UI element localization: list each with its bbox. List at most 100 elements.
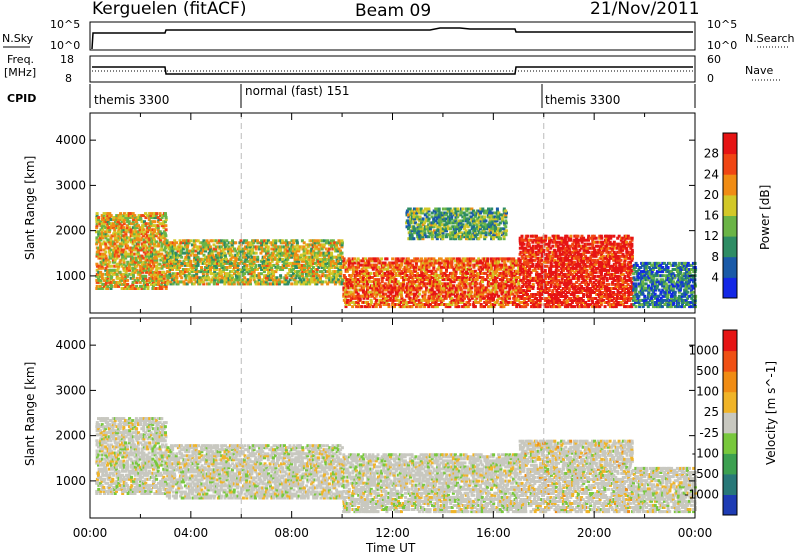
power-echo-cell bbox=[327, 280, 331, 284]
power-echo-cell bbox=[361, 290, 365, 294]
power-echo-cell bbox=[473, 286, 477, 290]
power-echo-cell bbox=[202, 249, 205, 253]
power-echo-cell bbox=[98, 284, 102, 288]
power-echo-cell bbox=[353, 257, 357, 261]
power-echo-cell bbox=[364, 280, 368, 284]
power-echo-cell bbox=[382, 265, 386, 269]
power-echo-cell bbox=[149, 214, 153, 218]
power-echo-cell bbox=[522, 252, 526, 256]
power-echo-cell bbox=[409, 259, 413, 263]
power-echo-cell bbox=[164, 242, 168, 246]
power-echo-cell bbox=[270, 255, 274, 259]
power-echo-cell bbox=[407, 267, 411, 271]
power-echo-cell bbox=[98, 274, 102, 278]
power-echo-cell bbox=[121, 256, 125, 260]
power-echo-cell bbox=[431, 280, 435, 284]
power-echo-cell bbox=[445, 211, 449, 215]
power-echo-cell bbox=[491, 261, 495, 265]
power-echo-cell bbox=[342, 274, 346, 277]
power-echo-cell bbox=[291, 263, 295, 267]
power-echo-cell bbox=[186, 270, 190, 274]
power-echo-cell bbox=[428, 229, 432, 233]
power-echo-cell bbox=[412, 269, 416, 273]
power-echo-cell bbox=[381, 261, 385, 265]
power-echo-cell bbox=[119, 272, 123, 276]
power-echo-cell bbox=[158, 287, 162, 290]
power-echo-cell bbox=[349, 276, 353, 279]
power-echo-cell bbox=[522, 272, 526, 276]
power-echo-cell bbox=[158, 284, 162, 288]
power-echo-cell bbox=[122, 258, 126, 262]
power-echo-cell bbox=[475, 290, 479, 294]
power-echo-cell bbox=[366, 280, 370, 284]
power-echo-cell bbox=[144, 236, 148, 240]
power-echo-cell bbox=[486, 209, 490, 213]
power-echo-cell bbox=[408, 261, 412, 265]
power-echo-cell bbox=[231, 282, 235, 286]
power-echo-cell bbox=[219, 261, 223, 265]
power-echo-cell bbox=[331, 278, 335, 282]
power-echo-cell bbox=[136, 242, 140, 246]
power-echo-cell bbox=[304, 280, 308, 284]
power-echo-cell bbox=[412, 219, 416, 223]
power-echo-cell bbox=[253, 280, 257, 284]
power-echo-cell bbox=[295, 241, 299, 245]
power-echo-cell bbox=[409, 282, 412, 286]
power-echo-cell bbox=[468, 221, 472, 225]
power-echo-cell bbox=[117, 264, 120, 268]
power-echo-cell bbox=[493, 221, 497, 225]
power-echo-cell bbox=[310, 247, 314, 251]
power-echo-cell bbox=[405, 292, 409, 296]
power-echo-cell bbox=[470, 227, 474, 231]
power-echo-cell bbox=[99, 238, 103, 242]
power-echo-cell bbox=[452, 300, 456, 304]
power-echo-cell bbox=[322, 268, 326, 271]
power-echo-cell bbox=[354, 284, 358, 288]
power-echo-cell bbox=[209, 268, 212, 271]
power-echo-cell bbox=[138, 228, 142, 232]
power-echo-cell bbox=[339, 261, 342, 265]
power-echo-cell bbox=[347, 286, 351, 290]
power-echo-cell bbox=[158, 270, 162, 274]
power-echo-cell bbox=[317, 278, 321, 282]
power-echo-cell bbox=[364, 292, 368, 296]
power-echo-cell bbox=[290, 282, 294, 286]
power-echo-cell bbox=[519, 268, 523, 272]
power-echo-cell bbox=[359, 263, 363, 267]
power-echo-cell bbox=[527, 285, 531, 288]
power-echo-cell bbox=[430, 215, 434, 219]
power-echo-cell bbox=[155, 278, 159, 282]
power-echo-cell bbox=[162, 276, 166, 280]
power-echo-cell bbox=[416, 207, 420, 211]
power-echo-cell bbox=[270, 247, 274, 251]
power-echo-cell bbox=[423, 305, 427, 309]
power-echo-cell bbox=[249, 241, 253, 245]
power-echo-cell bbox=[413, 211, 417, 215]
power-echo-cell bbox=[495, 217, 499, 221]
power-echo-cell bbox=[416, 231, 420, 235]
power-echo-cell bbox=[218, 280, 222, 284]
power-echo-cell bbox=[348, 290, 351, 294]
power-echo-cell bbox=[238, 251, 241, 255]
power-echo-cell bbox=[473, 221, 477, 225]
power-echo-cell bbox=[279, 266, 283, 269]
power-echo-cell bbox=[153, 248, 157, 252]
power-echo-cell bbox=[211, 253, 215, 257]
power-echo-cell bbox=[145, 234, 149, 238]
power-echo-cell bbox=[426, 282, 430, 286]
power-echo-cell bbox=[153, 260, 157, 264]
power-echo-cell bbox=[437, 219, 441, 223]
power-echo-cell bbox=[328, 253, 332, 257]
power-echo-cell bbox=[504, 282, 508, 286]
power-echo-cell bbox=[396, 280, 400, 284]
power-echo-cell bbox=[212, 247, 216, 251]
power-echo-cell bbox=[523, 238, 526, 242]
power-echo-cell bbox=[323, 255, 326, 259]
power-echo-cell bbox=[312, 276, 316, 280]
power-echo-cell bbox=[335, 255, 339, 259]
power-echo-cell bbox=[119, 236, 123, 240]
power-echo-cell bbox=[497, 296, 501, 300]
power-echo-cell bbox=[277, 282, 281, 286]
power-echo-cell bbox=[147, 222, 151, 226]
